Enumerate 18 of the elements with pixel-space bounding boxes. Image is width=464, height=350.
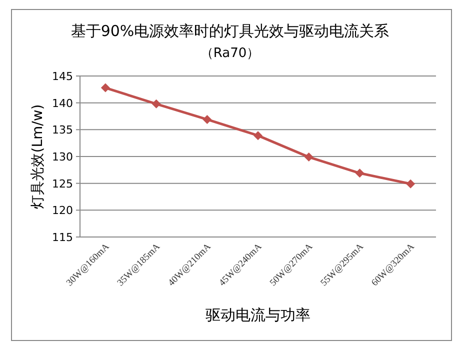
y-tick-label: 115: [52, 231, 73, 244]
y-tick-label: 135: [52, 124, 73, 137]
chart-subtitle: （Ra70）: [200, 46, 260, 61]
point: [100, 83, 110, 92]
y-tick-label: 120: [52, 204, 73, 218]
y-tick-label: 130: [52, 150, 73, 164]
point: [152, 99, 161, 108]
point: [202, 114, 212, 124]
chart-title: 基于90%电源效率时的灯具光效与驱动电流关系: [70, 22, 390, 40]
y-axis-title: 灯具光效(Lm/w): [30, 104, 46, 209]
y-tick-label: 145: [52, 70, 73, 83]
y-tick-label: 140: [52, 96, 73, 110]
point: [355, 168, 364, 178]
point: [304, 152, 314, 162]
y-tick-label: 125: [52, 177, 73, 190]
x-axis-title: 驱动电流与功率: [206, 306, 310, 324]
point: [406, 179, 416, 188]
point: [254, 131, 262, 140]
